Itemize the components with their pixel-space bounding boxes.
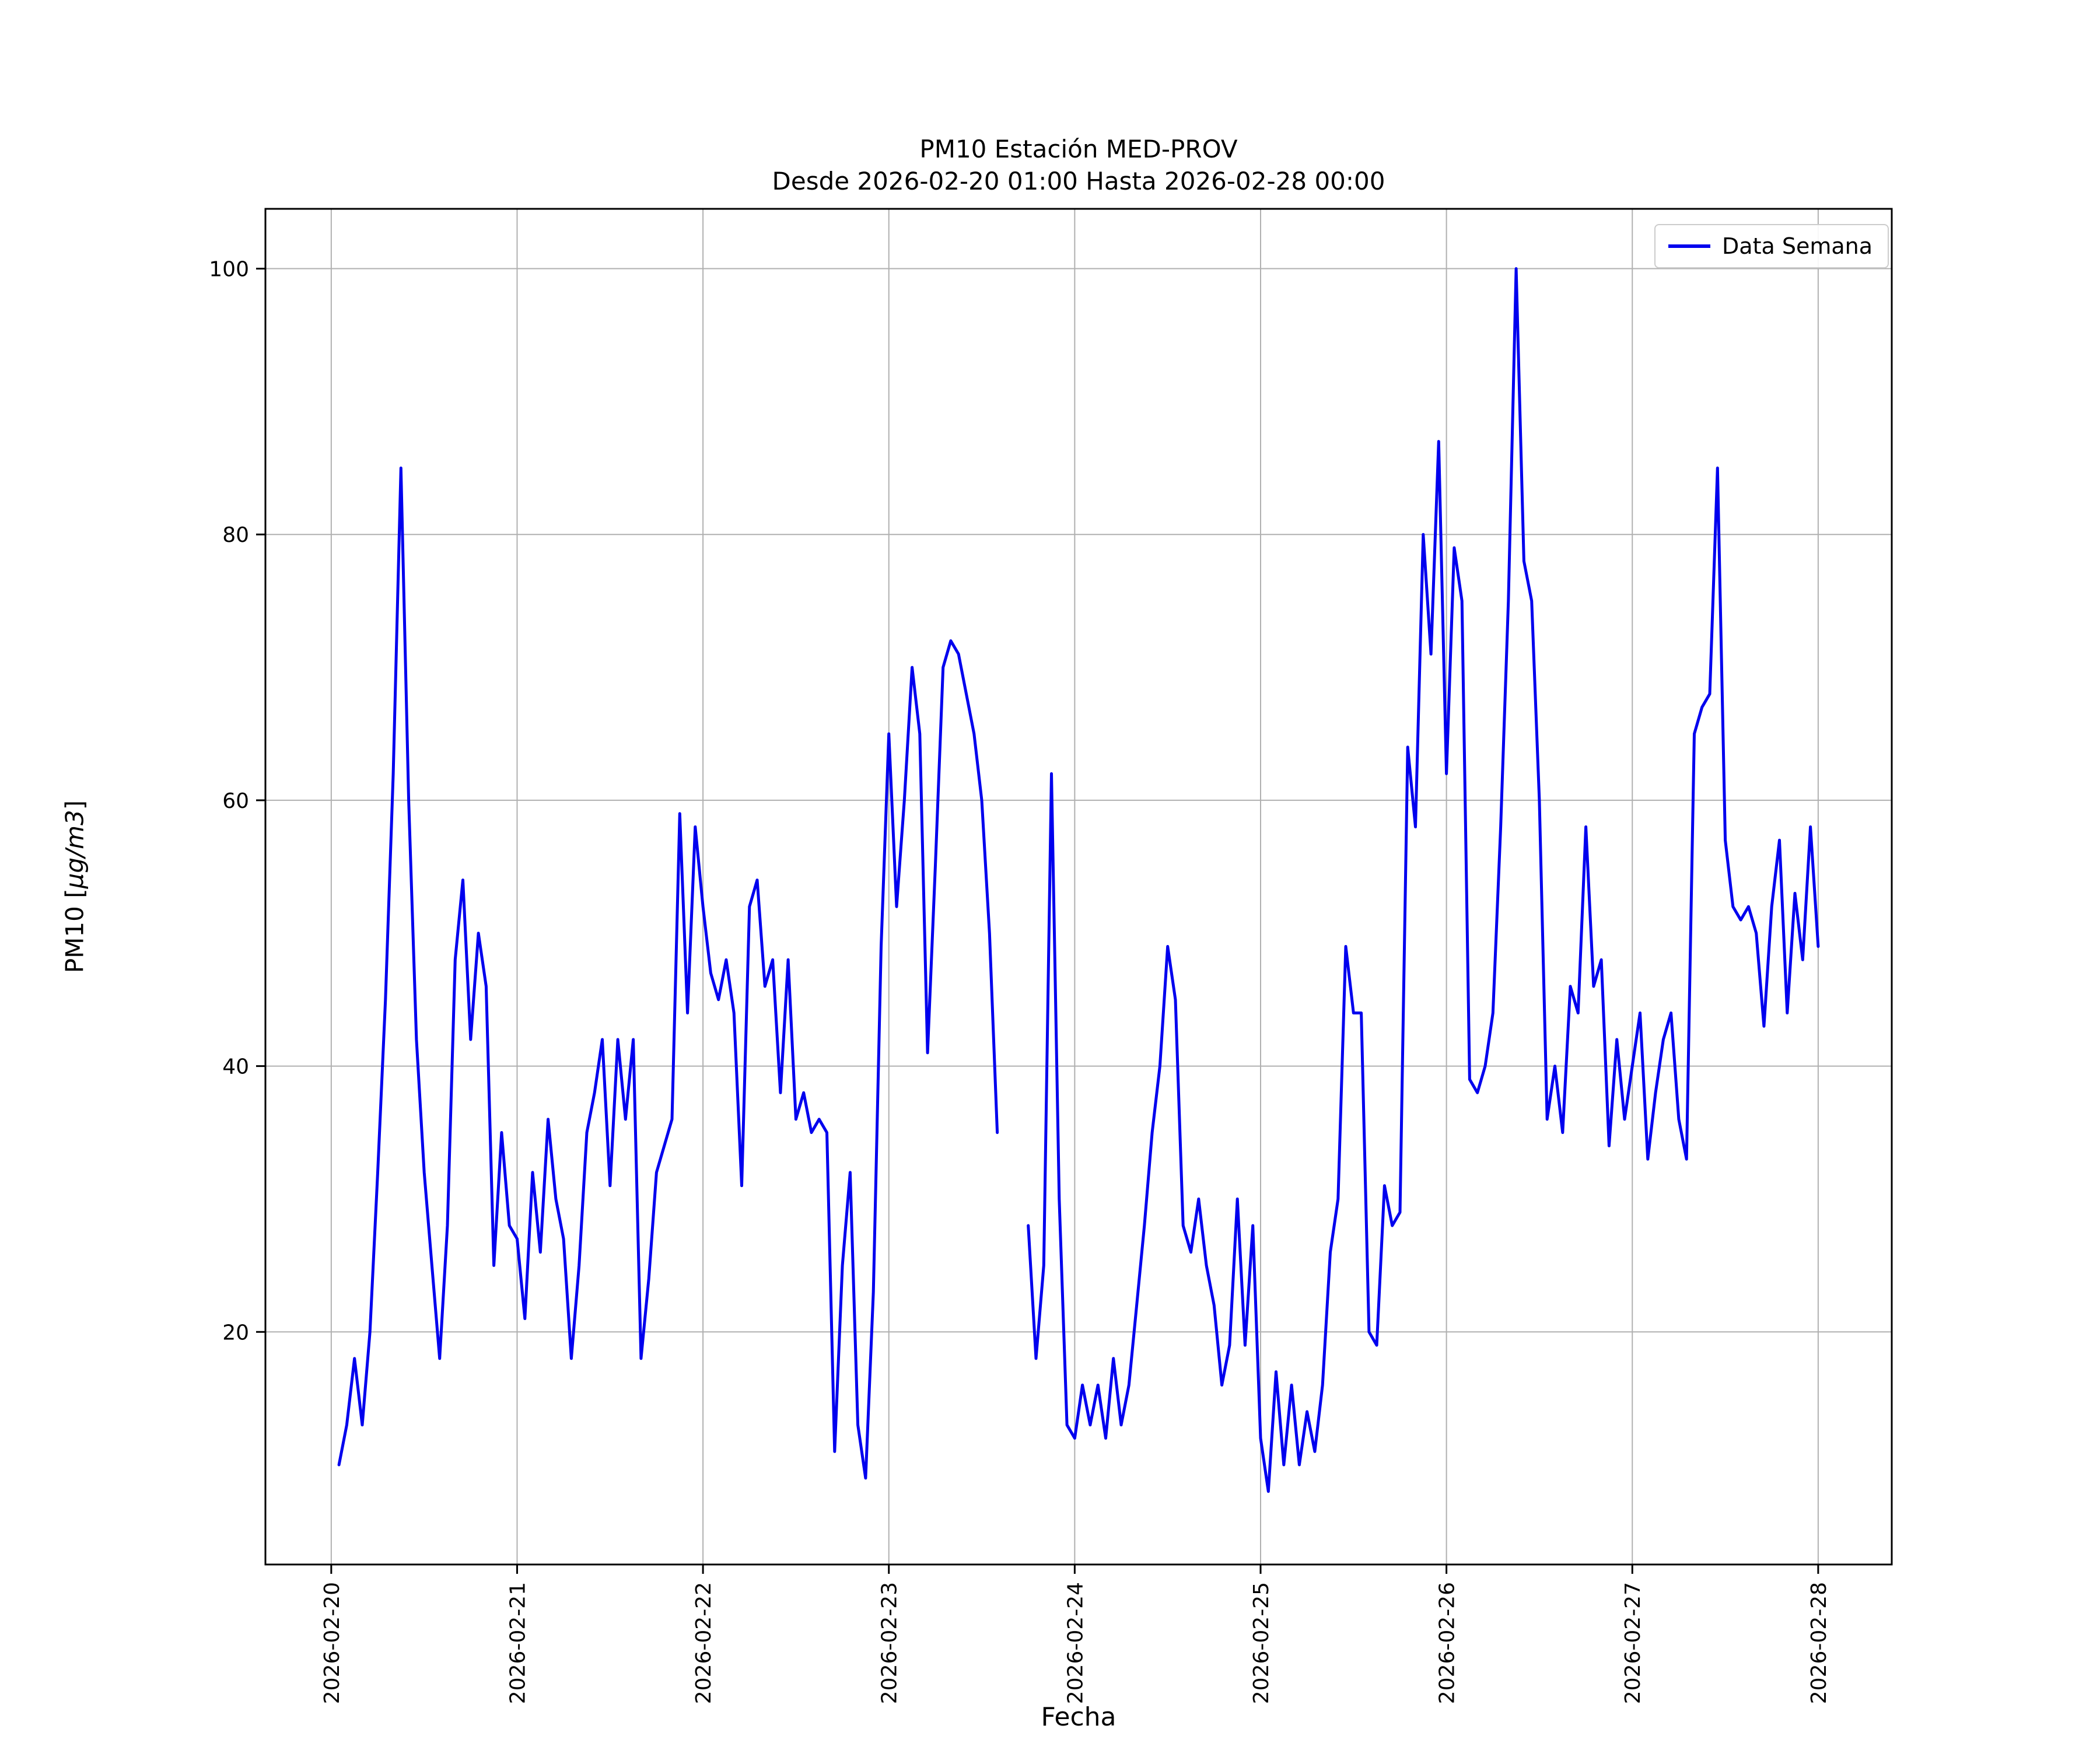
y-tick-label: 20 [222, 1321, 249, 1345]
x-tick-label: 2026-02-23 [878, 1582, 902, 1704]
y-tick-label: 100 [209, 258, 249, 282]
x-tick-label: 2026-02-21 [506, 1582, 530, 1704]
x-tick-label: 2026-02-26 [1436, 1582, 1460, 1704]
data-line-series [337, 267, 1820, 1493]
y-tick-label: 60 [222, 789, 249, 813]
x-tick-label: 2026-02-28 [1807, 1582, 1831, 1704]
x-tick-label: 2026-02-20 [320, 1582, 344, 1704]
y-axis-label-units: µg/m3 [60, 810, 89, 889]
chart-title: PM10 Estación MED-PROV Desde 2026-02-20 … [265, 133, 1892, 198]
x-tick-label: 2026-02-22 [692, 1582, 716, 1704]
y-axis-label-prefix: PM10 [ [60, 888, 89, 974]
x-tick-label: 2026-02-24 [1063, 1582, 1087, 1704]
chart-title-line2: Desde 2026-02-20 01:00 Hasta 2026-02-28 … [772, 167, 1385, 196]
chart-title-line1: PM10 Estación MED-PROV [919, 135, 1238, 163]
x-tick-label: 2026-02-25 [1250, 1582, 1273, 1704]
legend: Data Semana [1654, 224, 1889, 268]
y-tick-label: 80 [222, 523, 249, 547]
x-tick-label: 2026-02-27 [1621, 1582, 1645, 1704]
y-tick-label: 40 [222, 1055, 249, 1079]
x-axis-label: Fecha [1041, 1702, 1116, 1732]
y-axis-label: PM10 [µg/m3] [61, 800, 89, 973]
legend-entry-label: Data Semana [1722, 233, 1873, 259]
legend-line-swatch [1668, 244, 1711, 248]
axes-spines [264, 208, 1893, 1566]
y-axis-label-suffix: ] [60, 800, 89, 810]
